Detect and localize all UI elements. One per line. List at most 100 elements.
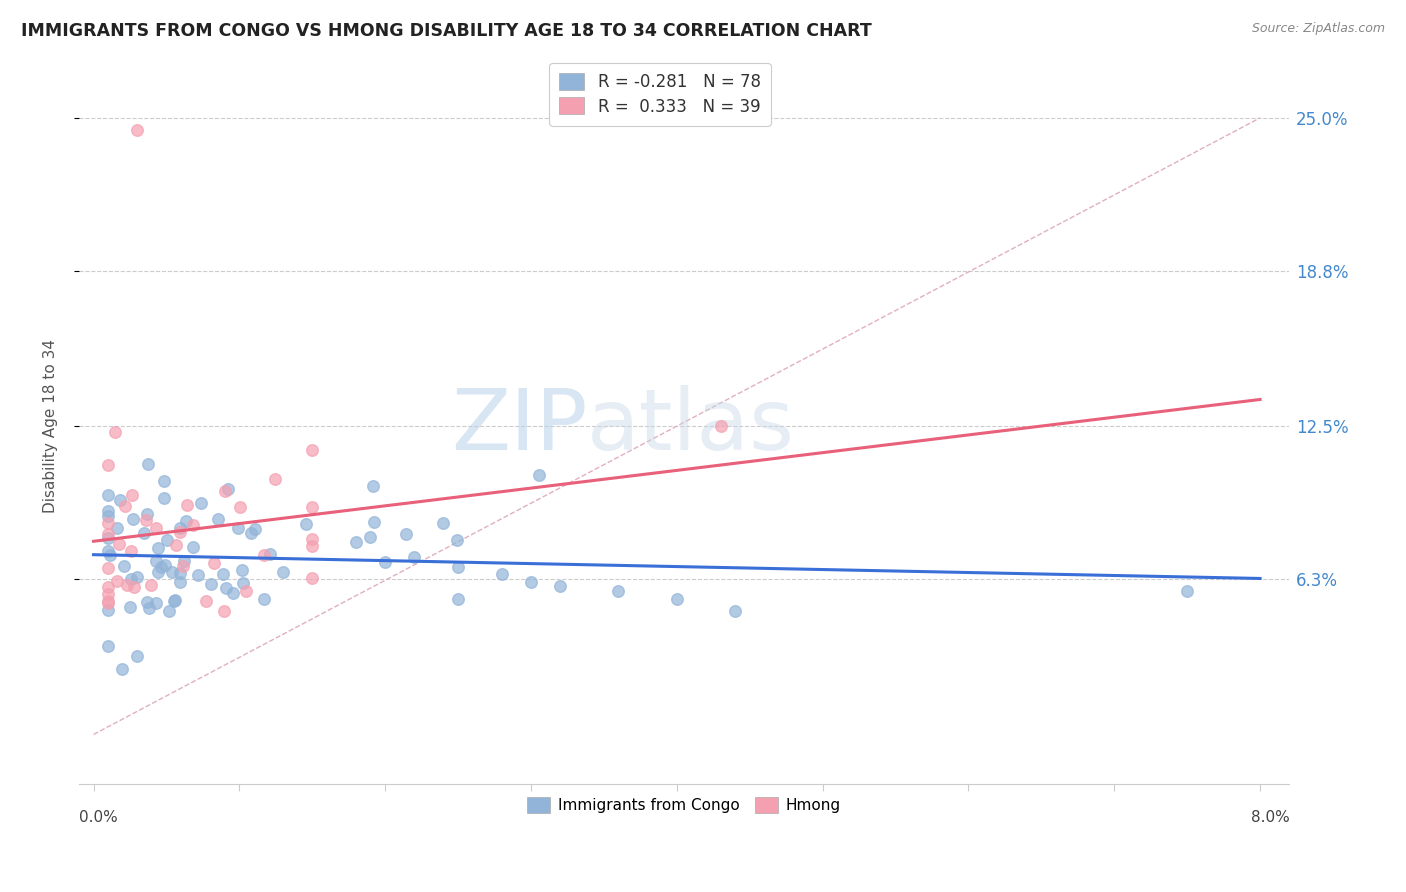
Point [173, 554, 195, 568]
Point [155, 558, 177, 572]
Point [118, 600, 141, 615]
Point [181, 517, 204, 532]
Point [120, 572, 142, 586]
Point [194, 593, 217, 607]
Text: 8.0%: 8.0% [1250, 810, 1289, 824]
Point [226, 521, 249, 535]
Point [172, 558, 194, 573]
Point [190, 496, 212, 510]
Point [115, 578, 138, 592]
Point [169, 575, 191, 590]
Point [97, 603, 120, 617]
Point [301, 571, 323, 585]
Text: 0.0%: 0.0% [79, 810, 118, 824]
Point [110, 493, 132, 508]
Point [105, 521, 128, 535]
Point [404, 549, 426, 564]
Point [363, 479, 385, 493]
Point [207, 511, 229, 525]
Point [1175, 584, 1198, 599]
Point [447, 559, 470, 574]
Point [491, 567, 513, 582]
Point [374, 555, 396, 569]
Point [146, 541, 169, 555]
Point [187, 567, 209, 582]
Point [97, 527, 120, 541]
Point [724, 604, 747, 618]
Y-axis label: Disability Age 18 to 34: Disability Age 18 to 34 [44, 339, 58, 513]
Point [105, 574, 128, 588]
Point [163, 593, 186, 607]
Point [273, 565, 295, 579]
Point [263, 472, 285, 486]
Point [97, 580, 120, 594]
Point [240, 525, 263, 540]
Point [97, 639, 120, 653]
Point [548, 579, 571, 593]
Point [97, 458, 120, 472]
Point [174, 515, 197, 529]
Point [520, 574, 543, 589]
Point [301, 500, 323, 514]
Point [229, 500, 252, 514]
Point [221, 586, 243, 600]
Point [97, 531, 120, 545]
Point [344, 535, 367, 549]
Legend: Immigrants from Congo, Hmong: Immigrants from Congo, Hmong [522, 791, 846, 819]
Point [181, 540, 204, 554]
Point [157, 604, 180, 618]
Point [253, 591, 276, 606]
Point [98, 548, 121, 562]
Point [202, 556, 225, 570]
Point [165, 538, 187, 552]
Point [215, 581, 238, 595]
Point [169, 521, 191, 535]
Point [153, 491, 176, 506]
Point [245, 522, 267, 536]
Point [200, 577, 222, 591]
Point [447, 591, 470, 606]
Point [97, 561, 120, 575]
Point [135, 513, 157, 527]
Point [156, 533, 179, 548]
Point [124, 580, 146, 594]
Point [127, 123, 149, 137]
Point [665, 591, 688, 606]
Text: atlas: atlas [588, 384, 796, 467]
Point [217, 482, 239, 496]
Point [136, 595, 159, 609]
Point [169, 525, 191, 540]
Point [214, 484, 236, 499]
Point [446, 533, 468, 547]
Point [169, 566, 191, 580]
Point [211, 566, 233, 581]
Point [97, 504, 120, 518]
Point [395, 526, 418, 541]
Point [301, 532, 323, 546]
Point [212, 604, 235, 618]
Point [145, 597, 167, 611]
Point [301, 539, 323, 553]
Point [359, 530, 381, 544]
Point [148, 566, 170, 580]
Point [138, 601, 160, 615]
Text: Source: ZipAtlas.com: Source: ZipAtlas.com [1251, 22, 1385, 36]
Point [363, 515, 385, 529]
Point [121, 488, 143, 502]
Point [135, 507, 157, 521]
Point [97, 488, 120, 502]
Point [112, 559, 135, 574]
Point [108, 537, 131, 551]
Point [231, 563, 253, 577]
Point [125, 570, 148, 584]
Point [110, 662, 132, 676]
Point [163, 592, 186, 607]
Point [127, 648, 149, 663]
Point [432, 516, 454, 530]
Point [114, 500, 136, 514]
Point [162, 565, 184, 579]
Point [97, 508, 120, 523]
Point [253, 548, 276, 562]
Point [235, 583, 257, 598]
Point [134, 525, 156, 540]
